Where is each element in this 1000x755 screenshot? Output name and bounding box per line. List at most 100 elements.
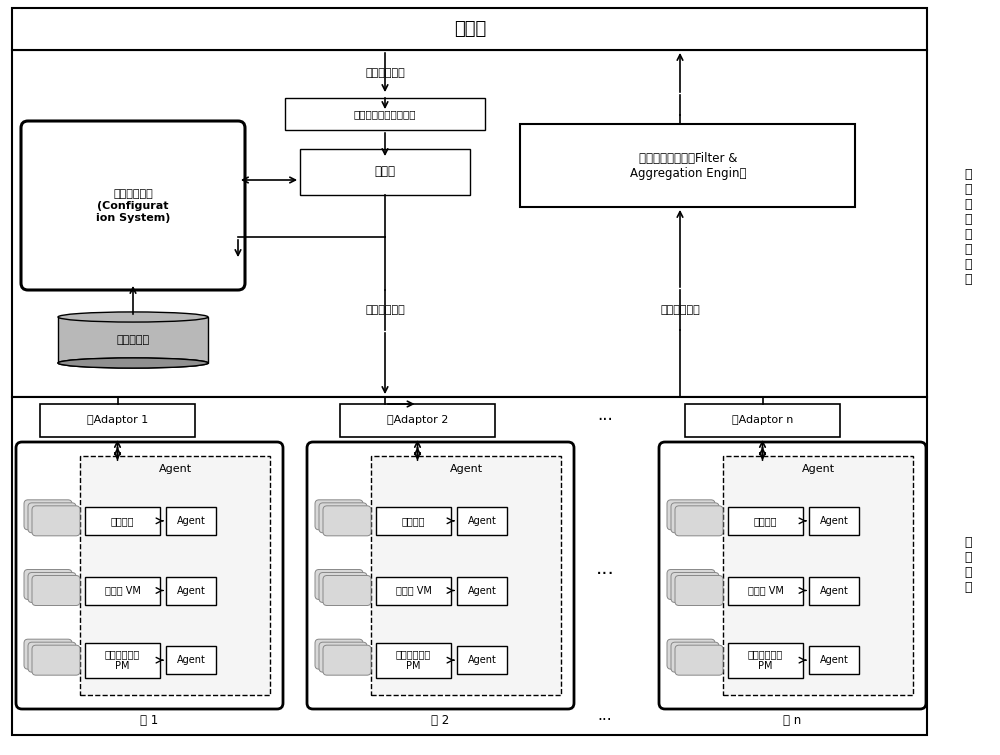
Text: 配置管理模块
(Configurat
ion System): 配置管理模块 (Configurat ion System)	[96, 190, 170, 223]
Text: 物理基础设施
PM: 物理基础设施 PM	[396, 649, 431, 671]
FancyBboxPatch shape	[675, 646, 723, 675]
Text: Agent: Agent	[177, 585, 205, 596]
Bar	[728, 643, 803, 678]
Bar	[85, 577, 160, 605]
Text: ···: ···	[596, 565, 614, 584]
Bar	[728, 507, 803, 535]
FancyBboxPatch shape	[675, 575, 723, 606]
Text: 域Adaptor 1: 域Adaptor 1	[87, 415, 148, 426]
Text: 监控规则库: 监控规则库	[116, 335, 150, 345]
Text: 域Adaptor n: 域Adaptor n	[732, 415, 793, 426]
Bar	[40, 404, 195, 437]
FancyBboxPatch shape	[315, 500, 363, 530]
FancyBboxPatch shape	[667, 500, 715, 530]
Bar	[457, 577, 507, 605]
FancyBboxPatch shape	[671, 503, 719, 533]
Bar	[85, 643, 160, 678]
Text: Agent: Agent	[801, 464, 835, 474]
Bar	[12, 50, 927, 397]
FancyBboxPatch shape	[28, 572, 76, 602]
Bar	[285, 98, 485, 130]
FancyBboxPatch shape	[315, 639, 363, 669]
FancyBboxPatch shape	[28, 503, 76, 533]
Text: 物理基础设施
PM: 物理基础设施 PM	[748, 649, 783, 671]
Text: 虚拟机 VM: 虚拟机 VM	[748, 585, 783, 596]
FancyBboxPatch shape	[21, 121, 245, 290]
FancyBboxPatch shape	[323, 506, 371, 536]
Bar	[85, 507, 160, 535]
FancyBboxPatch shape	[307, 442, 574, 709]
Text: 用户访问信息: 用户访问信息	[365, 68, 405, 78]
Text: Agent: Agent	[820, 655, 848, 665]
Bar	[371, 456, 561, 695]
FancyBboxPatch shape	[32, 575, 80, 606]
Text: 域 n: 域 n	[783, 714, 802, 728]
FancyBboxPatch shape	[675, 506, 723, 536]
Text: Agent: Agent	[468, 585, 496, 596]
Text: 过滤与聚合引擎（Filter &
Aggregation Engin）: 过滤与聚合引擎（Filter & Aggregation Engin）	[630, 152, 746, 180]
Text: Agent: Agent	[158, 464, 192, 474]
Text: Agent: Agent	[820, 516, 848, 525]
Bar	[58, 317, 208, 363]
FancyBboxPatch shape	[319, 503, 367, 533]
Text: Agent: Agent	[449, 464, 483, 474]
Text: 监控配置文件: 监控配置文件	[365, 305, 405, 315]
Bar	[166, 577, 216, 605]
FancyBboxPatch shape	[323, 646, 371, 675]
Bar	[376, 643, 451, 678]
Bar	[80, 456, 270, 695]
Text: 虚拟机 VM: 虚拟机 VM	[105, 585, 140, 596]
Text: 云用户: 云用户	[454, 20, 486, 38]
Text: 虚拟机 VM: 虚拟机 VM	[396, 585, 431, 596]
Text: 监控数据信息: 监控数据信息	[660, 305, 700, 315]
Bar	[457, 507, 507, 535]
FancyBboxPatch shape	[28, 643, 76, 672]
Text: Agent: Agent	[177, 516, 205, 525]
Bar	[809, 507, 859, 535]
Ellipse shape	[58, 358, 208, 368]
Text: Agent: Agent	[177, 655, 205, 665]
FancyBboxPatch shape	[319, 643, 367, 672]
Text: Agent: Agent	[820, 585, 848, 596]
Bar	[12, 397, 927, 735]
FancyBboxPatch shape	[323, 575, 371, 606]
FancyBboxPatch shape	[16, 442, 283, 709]
Bar	[376, 507, 451, 535]
FancyBboxPatch shape	[24, 500, 72, 530]
Text: 用户访问信息解析接口: 用户访问信息解析接口	[354, 109, 416, 119]
Bar	[12, 8, 927, 50]
Ellipse shape	[58, 358, 208, 368]
FancyBboxPatch shape	[32, 506, 80, 536]
Bar	[376, 577, 451, 605]
FancyBboxPatch shape	[671, 572, 719, 602]
Bar	[728, 577, 803, 605]
Bar	[166, 507, 216, 535]
Bar	[809, 577, 859, 605]
Text: 域Adaptor 2: 域Adaptor 2	[387, 415, 448, 426]
Bar	[166, 646, 216, 674]
Text: ···: ···	[597, 411, 613, 430]
FancyBboxPatch shape	[32, 646, 80, 675]
Text: 物理基础设施
PM: 物理基础设施 PM	[105, 649, 140, 671]
Text: 应用程序: 应用程序	[111, 516, 134, 525]
Bar	[457, 646, 507, 674]
Text: Agent: Agent	[468, 655, 496, 665]
Text: 域 1: 域 1	[140, 714, 159, 728]
Bar	[300, 149, 470, 195]
Bar	[340, 404, 495, 437]
FancyBboxPatch shape	[671, 643, 719, 672]
Bar	[723, 456, 913, 695]
Bar	[809, 646, 859, 674]
FancyBboxPatch shape	[667, 639, 715, 669]
Text: 应用程序: 应用程序	[402, 516, 425, 525]
Bar	[685, 404, 840, 437]
Text: 应用程序: 应用程序	[754, 516, 777, 525]
FancyBboxPatch shape	[24, 569, 72, 599]
Text: ···: ···	[598, 713, 612, 729]
Bar	[520, 124, 855, 207]
FancyBboxPatch shape	[667, 569, 715, 599]
Text: 域 2: 域 2	[431, 714, 450, 728]
Text: 第
三
方
云
监
控
机
构: 第 三 方 云 监 控 机 构	[964, 168, 972, 286]
Ellipse shape	[58, 312, 208, 322]
Text: 解析器: 解析器	[374, 165, 396, 178]
